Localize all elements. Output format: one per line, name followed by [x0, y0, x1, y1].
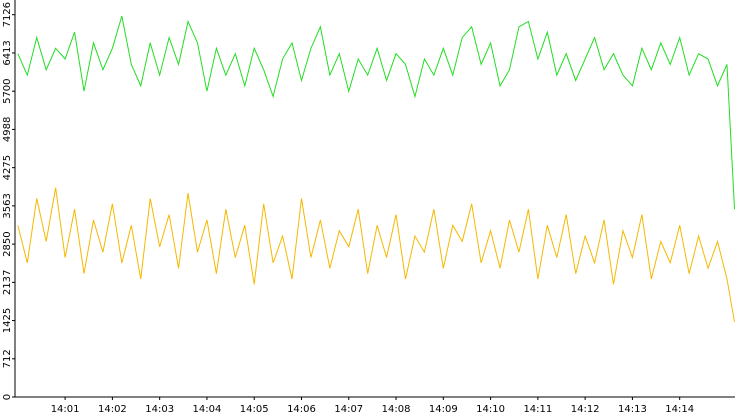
x-tick-label: 14:13 — [618, 404, 647, 415]
line-series — [17, 15, 735, 210]
y-tick-label: 4275 — [2, 155, 13, 180]
y-tick-label: 712 — [2, 349, 13, 368]
x-tick-label: 14:06 — [287, 404, 316, 415]
x-tick-label: 14:05 — [240, 404, 269, 415]
y-tick-label: 5700 — [2, 78, 13, 103]
y-tick-label: 6413 — [2, 40, 13, 65]
x-tick-label: 14:14 — [665, 404, 694, 415]
x-tick-label: 14:10 — [476, 404, 505, 415]
y-tick-label: 2137 — [2, 270, 13, 295]
x-tick-label: 14:08 — [382, 404, 411, 415]
y-tick-label: 7126 — [2, 2, 13, 27]
y-tick-label: 3563 — [2, 193, 13, 218]
x-tick-label: 14:09 — [429, 404, 458, 415]
x-tick-label: 14:01 — [51, 404, 80, 415]
x-tick-label: 14:04 — [193, 404, 222, 415]
x-tick-label: 14:03 — [145, 404, 174, 415]
y-tick-label: 4988 — [2, 117, 13, 142]
x-tick-label: 14:07 — [334, 404, 363, 415]
y-tick-label: 1425 — [2, 308, 13, 333]
x-tick-label: 14:12 — [571, 404, 600, 415]
x-tick-label: 14:02 — [98, 404, 127, 415]
y-tick-label: 2850 — [2, 231, 13, 256]
line-series — [17, 187, 735, 322]
y-tick-label: 0 — [2, 394, 13, 400]
x-tick-label: 14:11 — [523, 404, 552, 415]
